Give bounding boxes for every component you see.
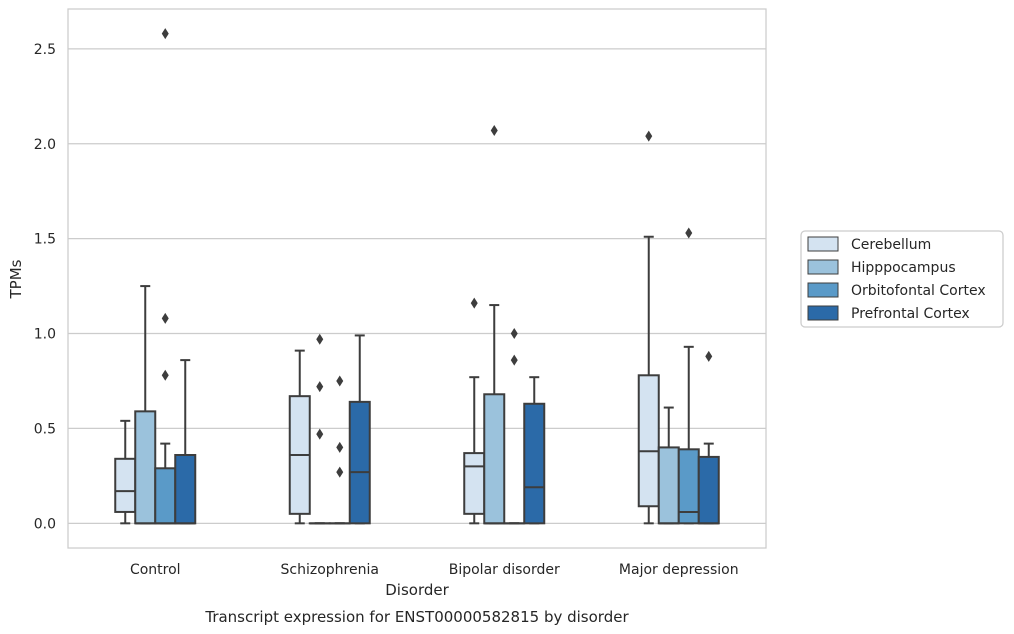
- outlier-point: [510, 328, 518, 340]
- y-tick-label: 2.0: [34, 137, 56, 153]
- x-axis-ticks: Control Schizophrenia Bipolar disorder Majo…: [130, 562, 739, 578]
- series-prefrontal-cortex: [174, 334, 720, 525]
- chart-caption: Transcript expression for ENST0000058281…: [204, 608, 629, 626]
- legend: Cerebellum Hipppocampus Orbitofontal Corte…: [800, 230, 1004, 328]
- outlier-point: [161, 28, 169, 40]
- outlier-point: [645, 130, 653, 142]
- box-body: [523, 402, 546, 525]
- outlier-point: [470, 297, 478, 309]
- y-axis-ticks: 0.0 0.5 1.0 1.5 2.0 2.5: [34, 42, 56, 532]
- x-tick-label: Major depression: [619, 562, 739, 578]
- legend-label: Orbitofontal Cortex: [851, 283, 986, 299]
- box-body: [174, 454, 197, 525]
- legend-item: Hipppocampus: [807, 259, 956, 276]
- box-body: [463, 452, 486, 515]
- box: [308, 333, 331, 525]
- box: [523, 376, 546, 525]
- box-body: [697, 455, 720, 525]
- x-axis-label: Disorder: [385, 581, 449, 599]
- legend-swatch: [807, 305, 839, 321]
- outlier-point: [336, 466, 344, 478]
- box-body: [154, 467, 177, 525]
- x-tick-label: Schizophrenia: [281, 562, 379, 578]
- box-body: [483, 393, 506, 525]
- series-cerebellum: [114, 130, 660, 525]
- series-hipppocampus: [134, 124, 680, 525]
- legend-item: Orbitofontal Cortex: [807, 282, 986, 299]
- box: [174, 359, 197, 525]
- legend-item: Cerebellum: [807, 236, 931, 253]
- legend-frame: [800, 230, 1004, 328]
- box: [154, 28, 177, 525]
- legend-item: Prefrontal Cortex: [807, 305, 970, 322]
- box-series-group: [114, 28, 720, 525]
- box-body: [348, 400, 371, 525]
- box-body: [637, 374, 660, 508]
- legend-label: Hipppocampus: [851, 260, 956, 276]
- outlier-point: [705, 350, 713, 362]
- y-tick-label: 0.0: [34, 516, 56, 532]
- outlier-point: [161, 312, 169, 324]
- box: [657, 406, 680, 525]
- legend-swatch: [807, 282, 839, 298]
- box: [677, 227, 700, 525]
- box-body: [657, 446, 680, 525]
- box: [697, 350, 720, 525]
- outlier-point: [316, 381, 324, 393]
- y-tick-label: 2.5: [34, 42, 56, 58]
- box-body: [134, 410, 157, 525]
- box: [134, 285, 157, 525]
- legend-label: Cerebellum: [851, 237, 931, 253]
- y-tick-label: 1.5: [34, 232, 56, 248]
- outlier-point: [316, 428, 324, 440]
- legend-label: Prefrontal Cortex: [851, 306, 970, 322]
- box: [328, 375, 351, 525]
- outlier-point: [336, 375, 344, 387]
- x-tick-label: Control: [130, 562, 181, 578]
- outlier-point: [685, 227, 693, 239]
- box: [348, 334, 371, 525]
- series-orbitofontal-cortex: [154, 28, 700, 525]
- outlier-point: [161, 369, 169, 381]
- legend-swatch: [807, 259, 839, 275]
- box: [114, 419, 137, 525]
- outlier-point: [510, 354, 518, 366]
- x-tick-label: Bipolar disorder: [449, 562, 560, 578]
- legend-swatch: [807, 236, 839, 252]
- box: [463, 297, 486, 525]
- y-tick-label: 0.5: [34, 421, 56, 437]
- y-axis-label: TPMs: [7, 259, 25, 299]
- box: [288, 349, 311, 525]
- outlier-point: [490, 124, 498, 136]
- outlier-point: [336, 441, 344, 453]
- box: [503, 328, 526, 525]
- box: [637, 130, 660, 525]
- y-tick-label: 1.0: [34, 327, 56, 343]
- outlier-point: [316, 333, 324, 345]
- box-body: [114, 457, 137, 513]
- plot-area-frame: [67, 8, 767, 549]
- box: [483, 124, 506, 525]
